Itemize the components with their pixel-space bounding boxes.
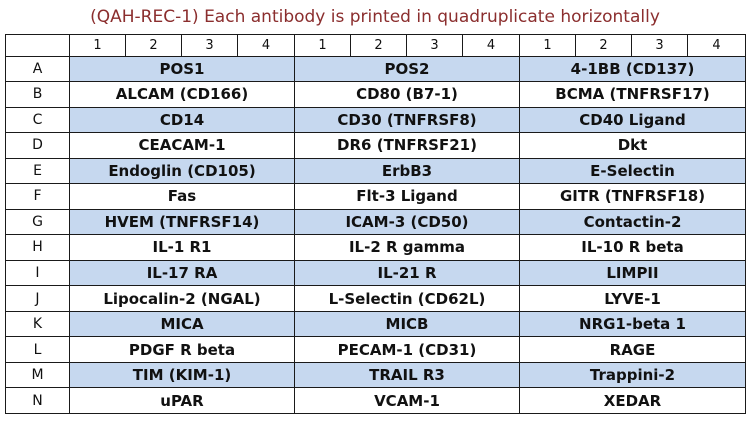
antibody-cell: DR6 (TNFRSF21) [294, 132, 520, 159]
column-number: 2 [575, 34, 632, 57]
antibody-cell: E-Selectin [519, 157, 746, 185]
column-number: 4 [462, 34, 520, 57]
row-label: E [5, 157, 70, 185]
antibody-cell: PDGF R beta [69, 336, 295, 363]
antibody-cell: ALCAM (CD166) [69, 81, 295, 108]
antibody-cell: CD30 (TNFRSF8) [294, 106, 520, 134]
antibody-cell: ErbB3 [294, 157, 520, 185]
antibody-cell: CD40 Ligand [519, 106, 746, 134]
antibody-cell: Dkt [519, 132, 746, 159]
row-label: B [5, 81, 70, 108]
row-label: G [5, 208, 70, 236]
column-number: 3 [631, 34, 688, 57]
antibody-cell: CEACAM-1 [69, 132, 295, 159]
column-number: 4 [237, 34, 295, 57]
column-number: 2 [125, 34, 182, 57]
antibody-cell: uPAR [69, 387, 295, 414]
antibody-cell: IL-2 R gamma [294, 234, 520, 261]
antibody-cell: BCMA (TNFRSF17) [519, 81, 746, 108]
column-number: 2 [350, 34, 407, 57]
column-number: 1 [69, 34, 126, 57]
table-row: M TIM (KIM-1) TRAIL R3 Trappini-2 [5, 361, 746, 389]
row-label: D [5, 132, 70, 159]
antibody-cell: LYVE-1 [519, 285, 746, 312]
antibody-cell: RAGE [519, 336, 746, 363]
table-row: F Fas Flt-3 Ligand GITR (TNFRSF18) [5, 183, 746, 210]
antibody-cell: IL-10 R beta [519, 234, 746, 261]
column-number: 3 [406, 34, 463, 57]
antibody-cell: L-Selectin (CD62L) [294, 285, 520, 312]
table-row: K MICA MICB NRG1-beta 1 [5, 310, 746, 338]
antibody-cell: MICB [294, 310, 520, 338]
antibody-cell: NRG1-beta 1 [519, 310, 746, 338]
row-label: K [5, 310, 70, 338]
antibody-cell: POS2 [294, 55, 520, 83]
antibody-cell: Contactin-2 [519, 208, 746, 236]
table-row: A POS1 POS2 4-1BB (CD137) [5, 55, 746, 83]
table-row: E Endoglin (CD105) ErbB3 E-Selectin [5, 157, 746, 185]
table-row: L PDGF R beta PECAM-1 (CD31) RAGE [5, 336, 746, 363]
table-row: G HVEM (TNFRSF14) ICAM-3 (CD50) Contactin-2 [5, 208, 746, 236]
antibody-cell: TRAIL R3 [294, 361, 520, 389]
row-label: J [5, 285, 70, 312]
antibody-array-map: 1 2 3 4 1 2 3 4 1 2 3 4 A POS1 POS2 4-1BB (… [5, 34, 746, 414]
antibody-cell: TIM (KIM-1) [69, 361, 295, 389]
antibody-cell: Trappini-2 [519, 361, 746, 389]
antibody-cell: Endoglin (CD105) [69, 157, 295, 185]
antibody-cell: CD14 [69, 106, 295, 134]
antibody-cell: Fas [69, 183, 295, 210]
row-label: F [5, 183, 70, 210]
table-row: I IL-17 RA IL-21 R LIMPII [5, 259, 746, 287]
column-number: 1 [519, 34, 576, 57]
row-label: L [5, 336, 70, 363]
antibody-cell: XEDAR [519, 387, 746, 414]
antibody-cell: CD80 (B7-1) [294, 81, 520, 108]
table-row: B ALCAM (CD166) CD80 (B7-1) BCMA (TNFRSF17) [5, 81, 746, 108]
row-label: A [5, 55, 70, 83]
row-label: C [5, 106, 70, 134]
antibody-cell: LIMPII [519, 259, 746, 287]
table-row: C CD14 CD30 (TNFRSF8) CD40 Ligand [5, 106, 746, 134]
column-number: 1 [294, 34, 351, 57]
antibody-cell: GITR (TNFRSF18) [519, 183, 746, 210]
antibody-cell: IL-21 R [294, 259, 520, 287]
row-label: H [5, 234, 70, 261]
table-row: D CEACAM-1 DR6 (TNFRSF21) Dkt [5, 132, 746, 159]
antibody-cell: POS1 [69, 55, 295, 83]
column-header-row: 1 2 3 4 1 2 3 4 1 2 3 4 [5, 34, 746, 57]
antibody-cell: IL-1 R1 [69, 234, 295, 261]
table-row: J Lipocalin-2 (NGAL) L-Selectin (CD62L) LYV… [5, 285, 746, 312]
table-row: H IL-1 R1 IL-2 R gamma IL-10 R beta [5, 234, 746, 261]
page-title: (QAH-REC-1) Each antibody is printed in … [90, 7, 660, 27]
corner-cell [5, 34, 70, 57]
antibody-cell: 4-1BB (CD137) [519, 55, 746, 83]
antibody-cell: HVEM (TNFRSF14) [69, 208, 295, 236]
row-label: I [5, 259, 70, 287]
row-label: M [5, 361, 70, 389]
antibody-cell: MICA [69, 310, 295, 338]
column-number: 3 [181, 34, 238, 57]
antibody-cell: Flt-3 Ligand [294, 183, 520, 210]
antibody-cell: IL-17 RA [69, 259, 295, 287]
row-label: N [5, 387, 70, 414]
antibody-cell: PECAM-1 (CD31) [294, 336, 520, 363]
antibody-cell: Lipocalin-2 (NGAL) [69, 285, 295, 312]
column-number: 4 [687, 34, 746, 57]
antibody-cell: VCAM-1 [294, 387, 520, 414]
antibody-cell: ICAM-3 (CD50) [294, 208, 520, 236]
